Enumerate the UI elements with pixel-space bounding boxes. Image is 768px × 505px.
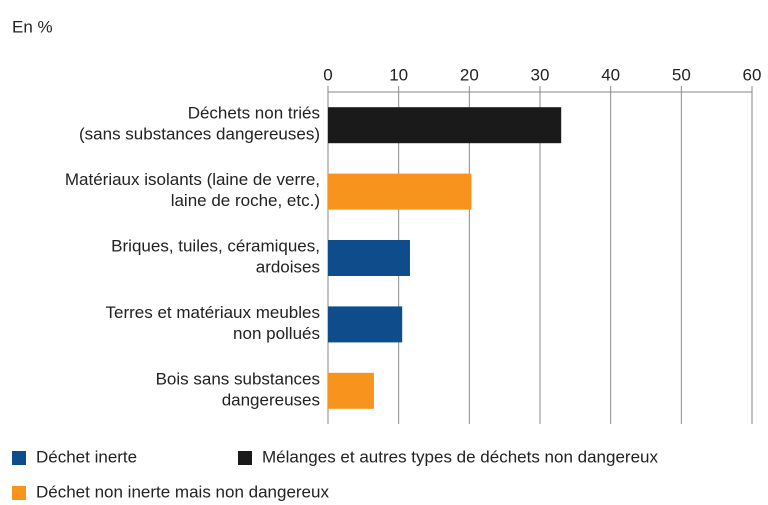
y-tick-label: Terres et matériaux meubles non pollués	[106, 303, 320, 343]
x-tick-label: 0	[323, 65, 332, 84]
x-tick-label: 30	[531, 65, 550, 84]
legend-label: Déchet inerte	[36, 447, 137, 466]
legend-label: Déchet non inerte mais non dangereux	[36, 482, 329, 501]
unit-label: En %	[12, 17, 53, 36]
y-tick-label: Briques, tuiles, céramiques, ardoises	[111, 237, 320, 277]
legend-swatch	[238, 451, 252, 465]
x-tick-label: 40	[601, 65, 620, 84]
legend-swatch	[12, 451, 26, 465]
bar	[328, 372, 374, 409]
y-tick-label: Déchets non triés (sans substances danger…	[79, 104, 320, 144]
bar	[328, 306, 403, 343]
bar	[328, 240, 410, 276]
x-tick-label: 10	[389, 65, 408, 84]
legend-label: Mélanges et autres types de déchets non …	[262, 447, 658, 466]
x-tick-label: 20	[460, 65, 479, 84]
y-tick-label: Bois sans substances dangereuses	[156, 370, 320, 410]
y-tick-label: Matériaux isolants (laine de verre, laine…	[65, 171, 320, 211]
x-tick-label: 50	[672, 65, 691, 84]
legend-swatch	[12, 486, 26, 500]
bar	[328, 107, 562, 144]
bar	[328, 173, 472, 210]
x-tick-label: 60	[743, 65, 762, 84]
